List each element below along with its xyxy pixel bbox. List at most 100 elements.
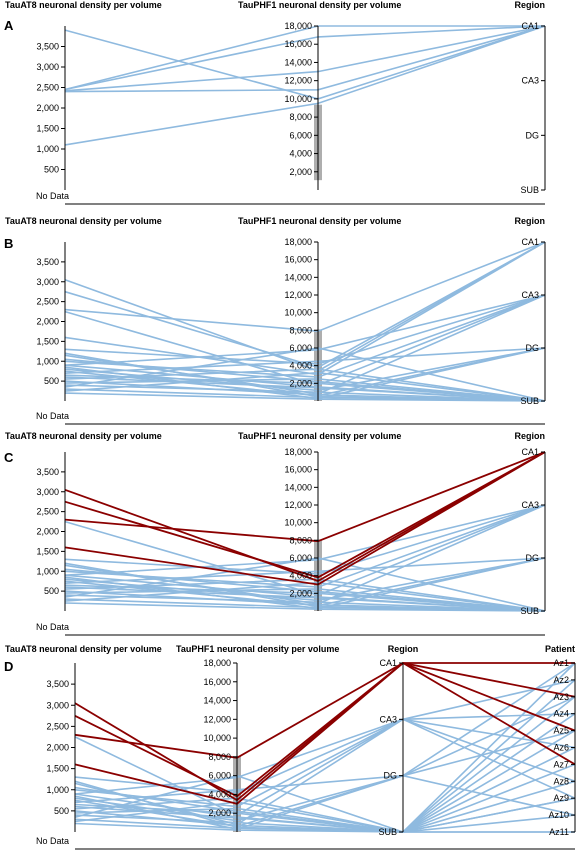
tick-label: 16,000 <box>284 255 312 265</box>
no-data-label: No Data <box>36 622 69 632</box>
tick-label: 3,000 <box>46 700 69 710</box>
tick-label: 8,000 <box>208 752 231 762</box>
tick-label: 500 <box>44 165 59 175</box>
tick-label: 3,500 <box>36 257 59 267</box>
tick-label: DG <box>384 771 398 781</box>
panel-letter: A <box>4 18 14 33</box>
axis-title: TauAT8 neuronal density per volume <box>5 0 162 10</box>
tick-label: 1,500 <box>36 336 59 346</box>
data-line <box>74 729 576 828</box>
data-line <box>74 718 576 799</box>
tick-label: 2,500 <box>36 83 59 93</box>
data-line-highlighted <box>74 662 576 798</box>
data-line <box>74 780 576 833</box>
tick-label: 14,000 <box>284 272 312 282</box>
axis-title: TauPHF1 neuronal density per volume <box>176 644 339 654</box>
tick-label: 1,000 <box>36 566 59 576</box>
tick-label: Az2 <box>553 675 569 685</box>
tick-label: 8,000 <box>289 535 312 545</box>
tick-label: Az7 <box>553 759 569 769</box>
tick-label: 4,000 <box>289 149 312 159</box>
tick-label: CA1 <box>521 447 539 457</box>
tick-label: SUB <box>520 396 539 406</box>
tick-label: 14,000 <box>284 57 312 67</box>
tick-label: 500 <box>54 806 69 816</box>
tick-label: 10,000 <box>284 518 312 528</box>
tick-label: SUB <box>520 606 539 616</box>
tick-label: 18,000 <box>203 658 231 668</box>
tick-label: 6,000 <box>208 771 231 781</box>
panel-letter: C <box>4 450 14 465</box>
tick-label: Az10 <box>548 810 569 820</box>
data-line-highlighted <box>74 661 576 805</box>
tick-label: 3,000 <box>36 62 59 72</box>
data-line-highlighted <box>74 662 575 802</box>
tick-label: Az5 <box>553 726 569 736</box>
tick-label: Az1 <box>553 658 569 668</box>
tick-label: 2,000 <box>36 103 59 113</box>
tick-label: 2,500 <box>36 507 59 517</box>
axis-title: Region <box>515 431 546 441</box>
axis-title: TauPHF1 neuronal density per volume <box>238 431 401 441</box>
tick-label: 2,500 <box>46 721 69 731</box>
tick-label: 12,000 <box>284 76 312 86</box>
data-line <box>74 729 576 833</box>
tick-label: 1,000 <box>36 356 59 366</box>
tick-label: 2,000 <box>289 588 312 598</box>
tick-label: 500 <box>44 376 59 386</box>
axis-title: Region <box>515 216 546 226</box>
tick-label: 4,000 <box>289 571 312 581</box>
data-line <box>74 696 576 833</box>
no-data-label: No Data <box>36 836 69 846</box>
tick-label: 2,000 <box>208 808 231 818</box>
data-line <box>74 774 576 833</box>
tick-label: SUB <box>378 827 397 837</box>
tick-label: CA1 <box>379 658 397 668</box>
axis-title: Region <box>515 0 546 10</box>
tick-label: 6,000 <box>289 553 312 563</box>
axis-title: TauAT8 neuronal density per volume <box>5 644 162 654</box>
tick-label: 18,000 <box>284 447 312 457</box>
tick-label: 1,000 <box>46 785 69 795</box>
tick-label: Az8 <box>553 776 569 786</box>
tick-label: SUB <box>520 185 539 195</box>
tick-label: DG <box>526 130 540 140</box>
tick-label: 2,000 <box>36 317 59 327</box>
tick-label: 8,000 <box>289 112 312 122</box>
tick-label: 3,500 <box>36 42 59 52</box>
tick-label: 12,000 <box>284 500 312 510</box>
axis-title: TauAT8 neuronal density per volume <box>5 431 162 441</box>
tick-label: 14,000 <box>284 482 312 492</box>
tick-label: 12,000 <box>203 714 231 724</box>
tick-label: DG <box>526 343 540 353</box>
tick-label: 2,000 <box>36 527 59 537</box>
no-data-label: No Data <box>36 191 69 201</box>
tick-label: Az9 <box>553 793 569 803</box>
panel-letter: D <box>4 659 13 674</box>
tick-label: 8,000 <box>289 325 312 335</box>
tick-label: 2,000 <box>46 743 69 753</box>
panel-c: C TauAT8 neuronal density per volume TauPH… <box>4 431 546 636</box>
tick-label: CA3 <box>521 290 539 300</box>
tick-label: CA3 <box>379 714 397 724</box>
tick-label: 3,000 <box>36 487 59 497</box>
tick-label: 4,000 <box>289 361 312 371</box>
data-line <box>74 780 576 833</box>
tick-label: 16,000 <box>203 677 231 687</box>
tick-label: 3,500 <box>36 467 59 477</box>
tick-label: 10,000 <box>284 94 312 104</box>
tick-label: 2,000 <box>289 378 312 388</box>
tick-label: 3,500 <box>46 679 69 689</box>
tick-label: 18,000 <box>284 21 312 31</box>
tick-label: 18,000 <box>284 237 312 247</box>
axis-title: Patient <box>545 644 575 654</box>
panel-b: B TauAT8 neuronal density per volume TauPH… <box>4 216 546 425</box>
tick-label: 1,000 <box>36 144 59 154</box>
tick-label: 3,000 <box>36 277 59 287</box>
tick-label: Az6 <box>553 743 569 753</box>
tick-label: 2,000 <box>289 167 312 177</box>
tick-label: 10,000 <box>284 308 312 318</box>
panel-a: A TauAT8 neuronal density per volume TauPH… <box>4 0 546 205</box>
tick-label: 14,000 <box>203 696 231 706</box>
